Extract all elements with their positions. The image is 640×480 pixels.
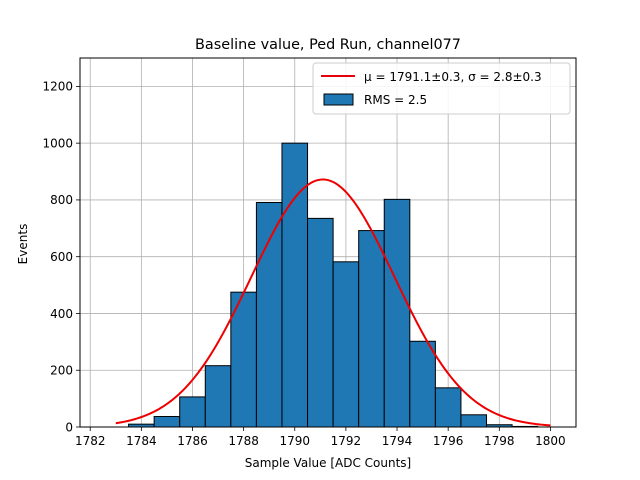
x-tick-label: 1788: [228, 434, 259, 448]
y-tick-label: 1200: [42, 80, 73, 94]
y-tick-label: 400: [50, 307, 73, 321]
legend-box: [312, 62, 571, 115]
histogram-bar: [204, 365, 232, 428]
x-tick-label: 1800: [535, 434, 566, 448]
x-tick-label: 1782: [75, 434, 106, 448]
histogram-bar: [358, 230, 385, 428]
x-tick-label: 1786: [177, 434, 208, 448]
y-tick-label: 1000: [42, 136, 73, 150]
histogram-bars: [128, 142, 539, 428]
histogram-bar: [307, 217, 334, 428]
legend-rms-label: RMS = 2.5: [364, 93, 427, 107]
x-tick-label: 1790: [279, 434, 310, 448]
histogram-bar: [281, 142, 309, 428]
x-tick-label: 1784: [126, 434, 157, 448]
chart-title: Baseline value, Ped Run, channel077: [195, 37, 461, 53]
y-axis-label: Events: [16, 224, 30, 265]
histogram-bar: [230, 291, 257, 428]
histogram-bar: [255, 201, 283, 428]
histogram-bar: [409, 340, 436, 428]
histogram-bar: [434, 387, 462, 428]
histogram-bar: [179, 396, 206, 428]
legend-rms-swatch: [323, 93, 354, 106]
histogram-bar: [460, 414, 488, 428]
x-tick-label: 1792: [331, 434, 362, 448]
gaussian-fit: [115, 178, 551, 427]
x-tick-label: 1796: [433, 434, 464, 448]
histogram-bar: [383, 198, 411, 428]
histogram-bar: [153, 415, 181, 428]
legend: μ = 1791.1±0.3, σ = 2.8±0.3 RMS = 2.5: [312, 62, 571, 115]
y-tick-label: 600: [50, 250, 73, 264]
histogram-bar: [332, 261, 360, 428]
axis-ticks: 1782 1784 1786 1788 1790 1792 1794 1796 1798 1800…: [42, 80, 565, 448]
y-tick-label: 200: [50, 364, 73, 378]
gaussian-fit-line: [115, 178, 551, 427]
y-tick-label: 800: [50, 193, 73, 207]
x-axis-label: Sample Value [ADC Counts]: [245, 456, 411, 470]
legend-fit-label: μ = 1791.1±0.3, σ = 2.8±0.3: [364, 70, 542, 84]
x-tick-label: 1794: [382, 434, 413, 448]
x-tick-label: 1798: [484, 434, 515, 448]
y-tick-label: 0: [65, 420, 73, 434]
plot-frame: [79, 57, 577, 428]
